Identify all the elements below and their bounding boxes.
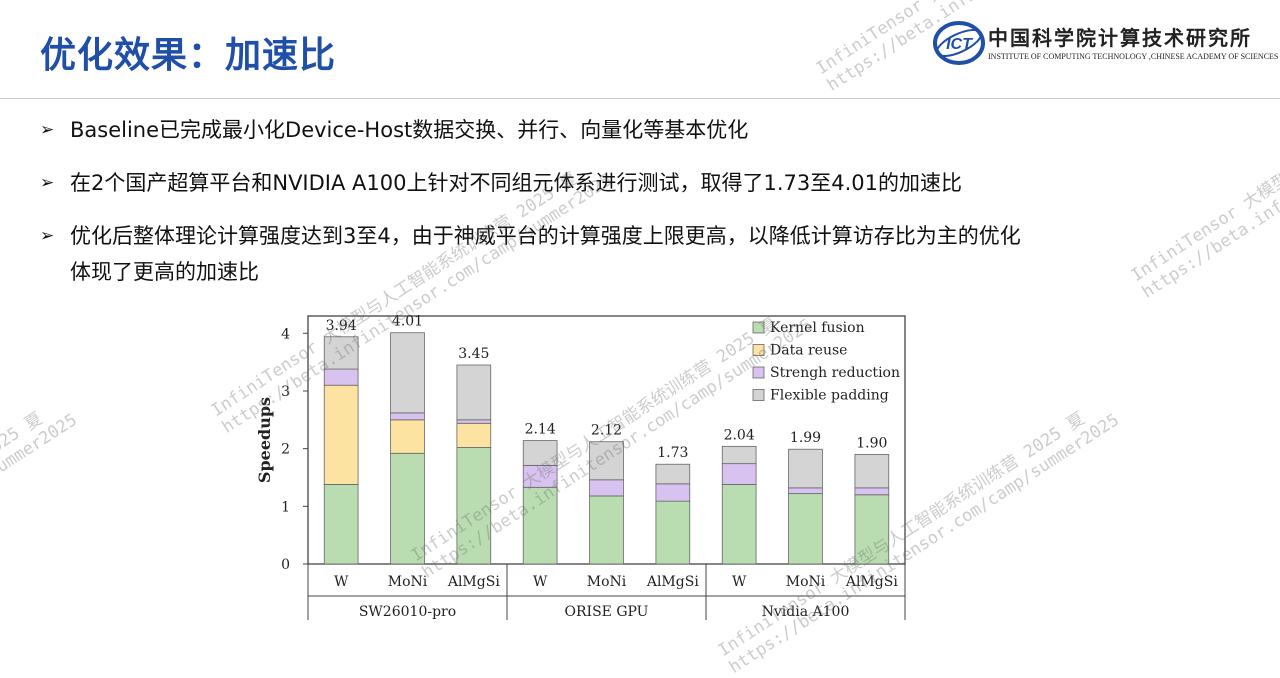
group-label: ORISE GPU bbox=[565, 604, 649, 620]
watermark-4: InfiniTensor 大模型与人工智能系统训练营 2025 夏 https:… bbox=[0, 408, 81, 678]
slide-header: 优化效果：加速比 ICT 中国科学院计算技术研究所 INSTITUTE OF C… bbox=[0, 0, 1280, 99]
bar-segment bbox=[522, 486, 558, 565]
logo-name-en: INSTITUTE OF COMPUTING TECHNOLOGY ,CHINE… bbox=[988, 52, 1279, 61]
x-tick-label: AlMgSi bbox=[646, 574, 699, 590]
y-tick-label: 3 bbox=[281, 384, 290, 400]
bar-segment bbox=[589, 441, 624, 481]
bar-total-label: 2.04 bbox=[724, 427, 755, 443]
group-label: Nvidia A100 bbox=[762, 604, 850, 620]
bar-segment bbox=[390, 419, 425, 454]
bullet-arrow-icon: ➢ bbox=[40, 120, 55, 140]
bar-segment bbox=[390, 332, 425, 414]
x-tick-label: W bbox=[334, 574, 349, 590]
institute-logo: ICT 中国科学院计算技术研究所 INSTITUTE OF COMPUTING … bbox=[932, 18, 1278, 68]
legend-label: Kernel fusion bbox=[770, 320, 865, 336]
bar-segment bbox=[854, 487, 890, 496]
bullet-list: ➢ Baseline已完成最小化Device-Host数据交换、并行、向量化等基… bbox=[40, 112, 1180, 290]
bullet-arrow-icon: ➢ bbox=[40, 226, 55, 246]
ict-logo-icon: ICT bbox=[933, 21, 985, 65]
bullet-item: ➢ Baseline已完成最小化Device-Host数据交换、并行、向量化等基… bbox=[40, 112, 1180, 148]
legend-swatch bbox=[752, 366, 765, 379]
bar-segment bbox=[788, 448, 823, 489]
bar-segment bbox=[522, 464, 558, 488]
y-tick-label: 0 bbox=[281, 557, 290, 573]
bar-total-label: 2.14 bbox=[525, 422, 556, 438]
bar-total-label: 4.01 bbox=[392, 314, 423, 330]
bar-segment bbox=[788, 487, 823, 495]
x-tick-label: MoNi bbox=[786, 574, 826, 590]
bar-segment bbox=[655, 463, 691, 485]
y-tick-label: 1 bbox=[281, 499, 290, 515]
bar-total-label: 3.94 bbox=[326, 318, 357, 334]
bar-segment bbox=[721, 445, 757, 465]
x-tick-label: MoNi bbox=[587, 574, 627, 590]
bar-segment bbox=[854, 494, 890, 565]
bullet-text: 在2个国产超算平台和NVIDIA A100上针对不同组元体系进行测试，取得了1.… bbox=[70, 171, 962, 195]
y-tick-label: 2 bbox=[281, 442, 290, 458]
x-tick-label: AlMgSi bbox=[845, 574, 898, 590]
bar-segment bbox=[721, 484, 757, 565]
legend-label: Flexible padding bbox=[770, 388, 889, 404]
bar-total-label: 1.99 bbox=[790, 430, 821, 446]
bar-segment bbox=[323, 484, 359, 565]
bar-segment bbox=[323, 368, 359, 386]
bullet-arrow-icon: ➢ bbox=[40, 173, 55, 193]
bullet-text: 优化后整体理论计算强度达到3至4，由于神威平台的计算强度上限更高，以降低计算访存… bbox=[70, 224, 1021, 248]
bar-segment bbox=[456, 364, 492, 421]
legend-swatch bbox=[752, 321, 765, 334]
legend-swatch bbox=[752, 389, 765, 401]
bar-total-label: 1.73 bbox=[657, 445, 688, 461]
y-tick-label: 4 bbox=[281, 326, 290, 342]
bar-segment bbox=[323, 336, 359, 370]
group-label: SW26010-pro bbox=[359, 604, 456, 620]
legend-label: Data reuse bbox=[770, 343, 847, 359]
bullet-text: Baseline已完成最小化Device-Host数据交换、并行、向量化等基本优… bbox=[70, 118, 749, 142]
bar-segment bbox=[390, 452, 425, 565]
legend-swatch bbox=[752, 344, 765, 356]
bar-segment bbox=[589, 479, 624, 497]
x-tick-label: W bbox=[533, 574, 548, 590]
bar-segment bbox=[655, 483, 691, 502]
bar-total-label: 2.12 bbox=[591, 423, 622, 439]
bar-total-label: 1.90 bbox=[856, 435, 887, 451]
bullet-item: ➢ 在2个国产超算平台和NVIDIA A100上针对不同组元体系进行测试，取得了… bbox=[40, 165, 1180, 201]
bar-segment bbox=[854, 454, 890, 489]
x-tick-label: MoNi bbox=[388, 574, 428, 590]
bar-segment bbox=[788, 493, 823, 565]
bar-segment bbox=[721, 463, 757, 485]
logo-mark: ICT bbox=[946, 36, 973, 53]
bullet-item: ➢ 优化后整体理论计算强度达到3至4，由于神威平台的计算强度上限更高，以降低计算… bbox=[40, 218, 1180, 290]
bar-segment bbox=[589, 495, 624, 565]
legend-label: Strengh reduction bbox=[770, 365, 900, 381]
logo-name-cn: 中国科学院计算技术研究所 bbox=[988, 26, 1252, 50]
y-axis-label: Speedups bbox=[255, 397, 274, 483]
x-tick-label: W bbox=[732, 574, 747, 590]
bullet-text-continued: 体现了更高的加速比 bbox=[70, 260, 259, 284]
bar-segment bbox=[522, 440, 558, 466]
x-tick-label: AlMgSi bbox=[447, 574, 500, 590]
slide-title: 优化效果：加速比 bbox=[40, 35, 337, 76]
speedup-chart: 0 1 2 3 4 Speedups 3.94 W 4.01 MoNi 3.45 AlMgSi 2.14… bbox=[255, 314, 906, 620]
bar-segment bbox=[390, 412, 425, 421]
bar-segment bbox=[456, 419, 492, 424]
bar-segment bbox=[456, 447, 492, 565]
bar-segment bbox=[456, 422, 492, 448]
bar-total-label: 3.45 bbox=[458, 346, 489, 362]
bar-segment bbox=[655, 500, 691, 565]
bar-segment bbox=[323, 384, 359, 485]
